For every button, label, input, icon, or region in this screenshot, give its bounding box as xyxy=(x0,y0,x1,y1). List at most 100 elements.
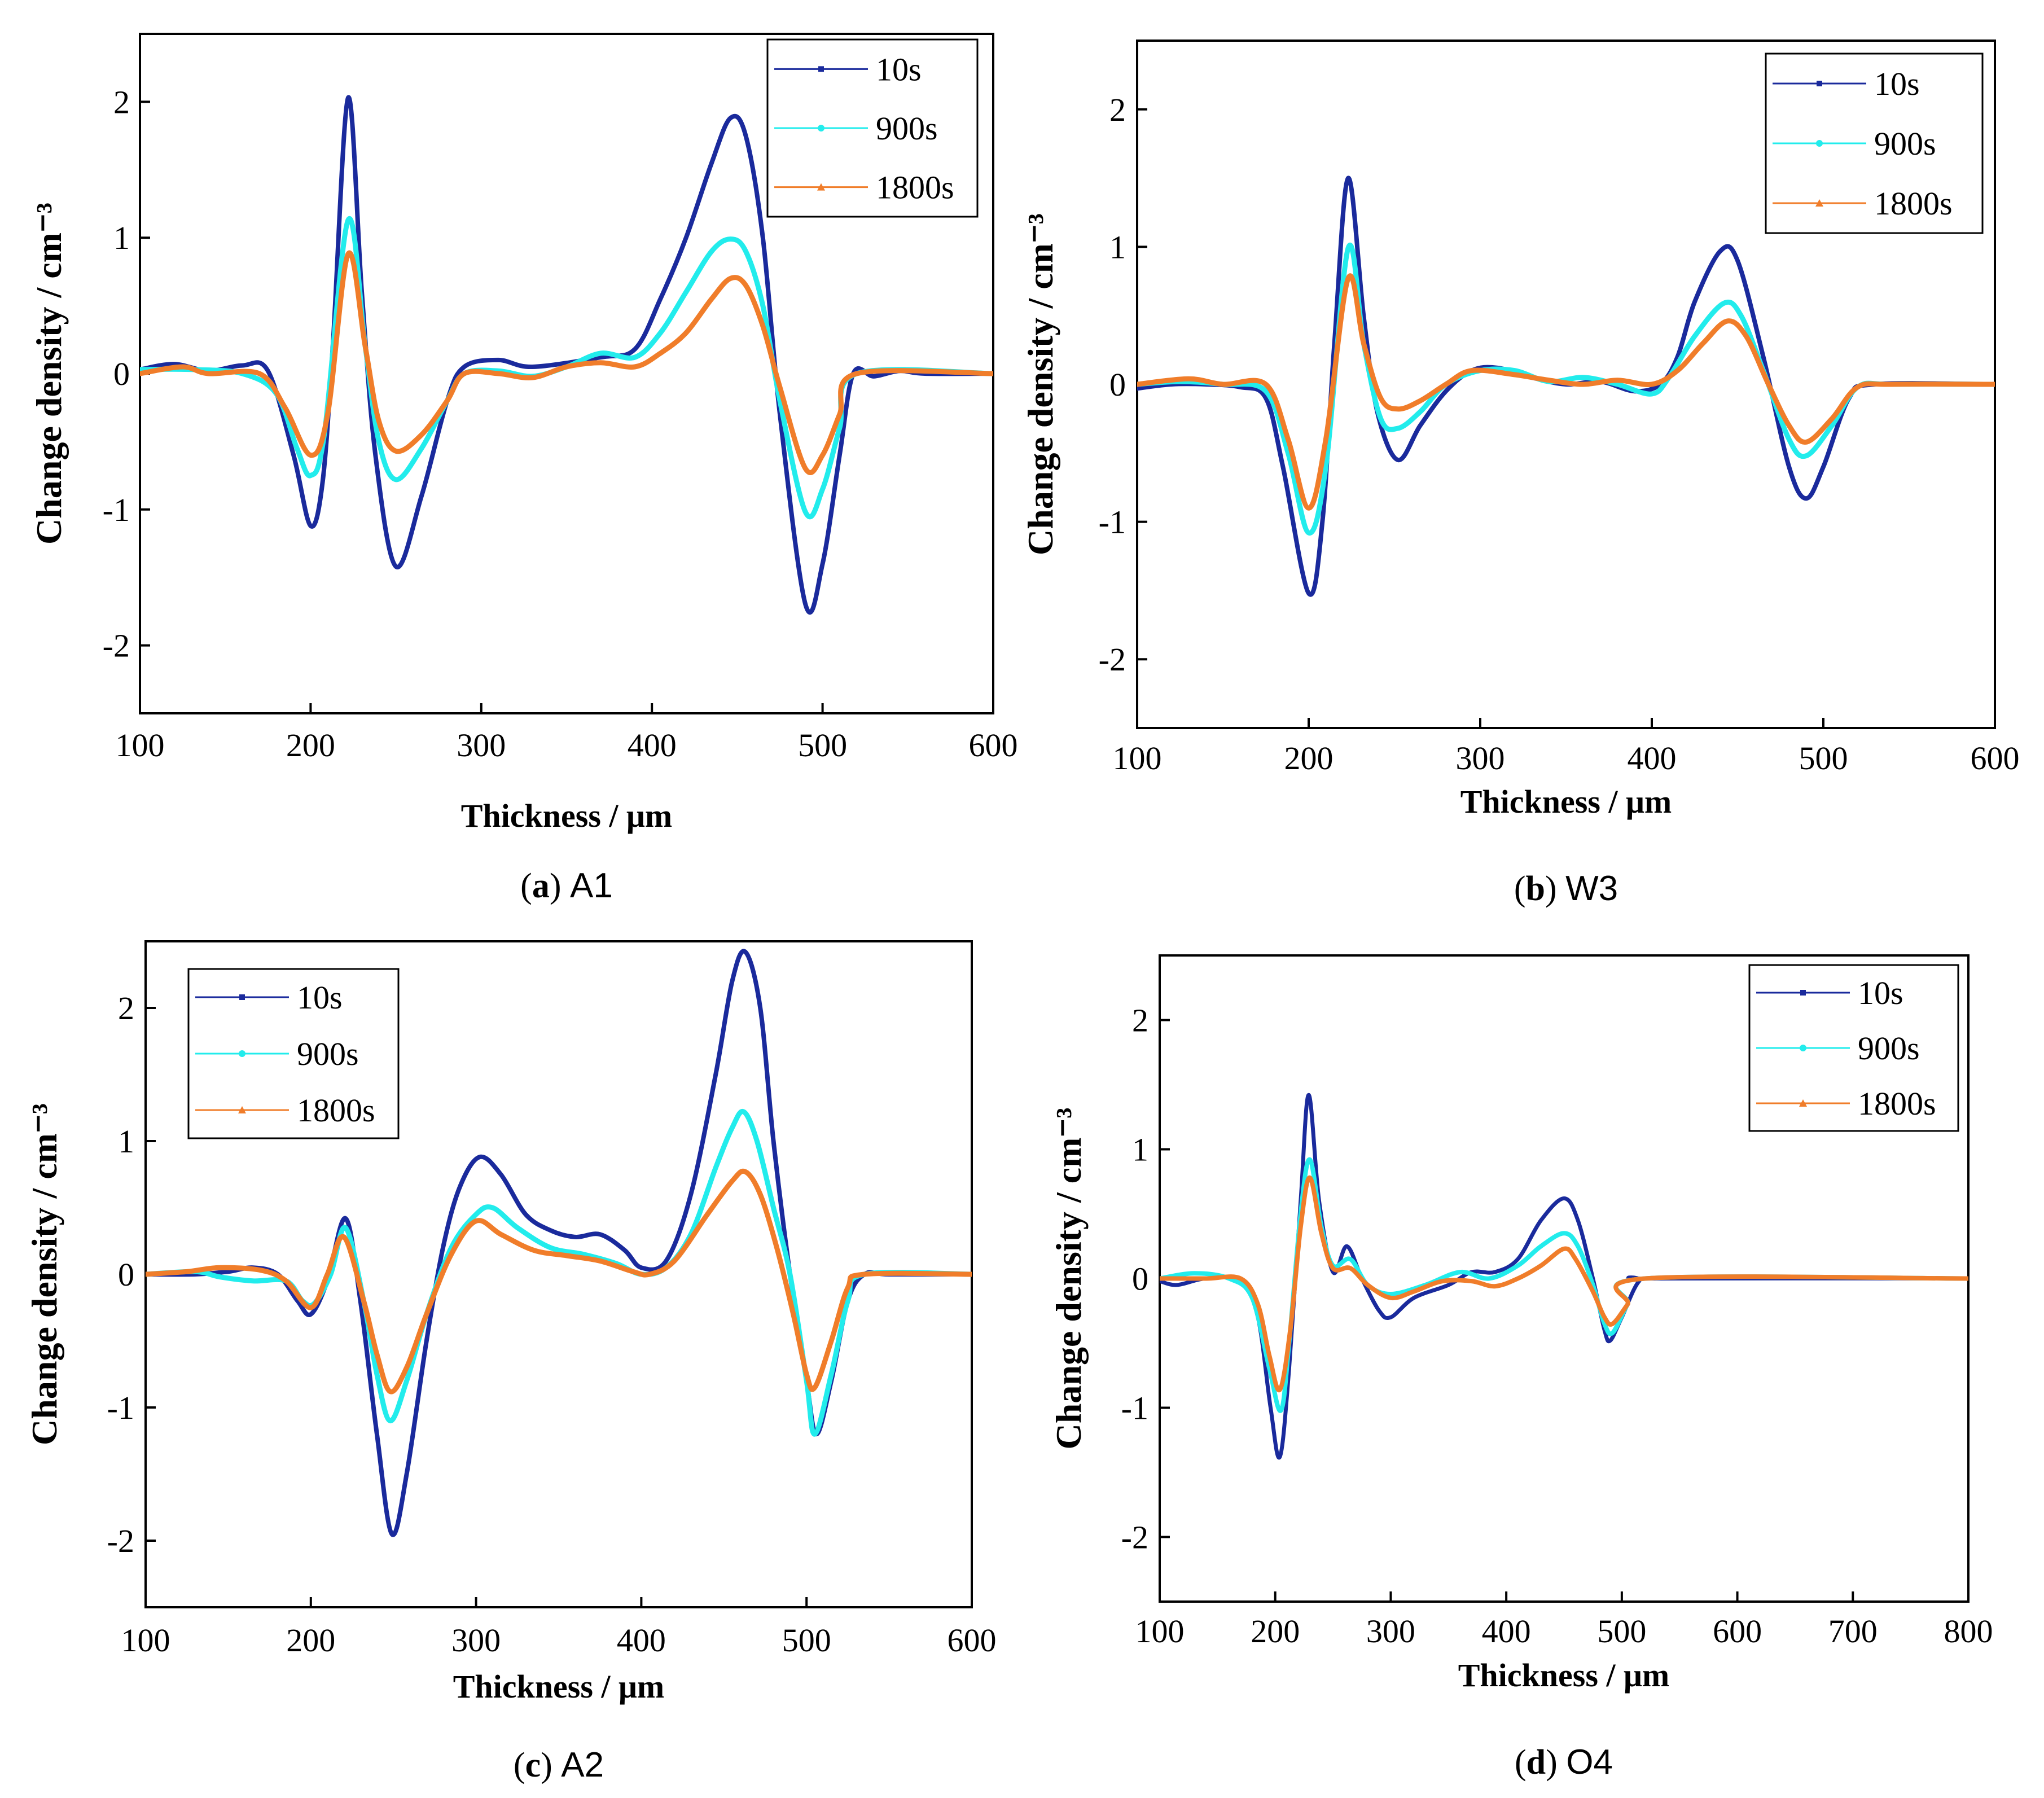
y-tick-label: 2 xyxy=(118,990,134,1027)
x-tick-label: 300 xyxy=(457,727,506,764)
caption-name: A2 xyxy=(561,1746,604,1784)
caption-close-paren: ) xyxy=(550,867,570,905)
x-tick-label: 200 xyxy=(286,1622,335,1659)
x-tick-label: 100 xyxy=(1135,1613,1185,1650)
x-tick-label: 700 xyxy=(1828,1613,1878,1650)
panel-b: 100 200 300 400 500 600 -2 -1 0 1 2 Thickness / μm C… xyxy=(1020,40,2020,908)
y-tick-label: 2 xyxy=(113,84,130,120)
x-tick-label: 200 xyxy=(1251,1613,1300,1650)
y-tick-label: -1 xyxy=(103,492,130,528)
panel-a: 100 200 300 400 500 600 -2 -1 0 1 2 Thickness / μm C… xyxy=(29,33,1018,905)
caption-letter: b xyxy=(1526,870,1545,908)
series-line-900s xyxy=(1137,242,1995,536)
x-tick-label: 200 xyxy=(286,727,335,764)
legend-marker-circle xyxy=(1800,1045,1806,1051)
x-tick-label: 100 xyxy=(116,727,165,764)
caption-name: O4 xyxy=(1566,1743,1613,1782)
y-tick-label: 1 xyxy=(118,1123,134,1160)
x-axis-label: Thickness / μm xyxy=(1460,783,1672,820)
legend-label: 10s xyxy=(876,51,922,87)
x-tick-label: 200 xyxy=(1284,740,1334,777)
series-group xyxy=(1160,1093,1968,1460)
series-line-1800s xyxy=(146,1168,972,1394)
caption-open-paren: ( xyxy=(1514,870,1526,908)
y-axis-label: Change density / cm⁻³ xyxy=(1020,213,1060,555)
x-tick-label: 600 xyxy=(1971,740,2020,777)
x-tick-label: 300 xyxy=(1456,740,1505,777)
legend-marker-circle xyxy=(1816,140,1823,147)
panel-d: 100 200 300 400 500 600 700 800 -2 -1 0 1 2 Thickness… xyxy=(1049,954,1993,1782)
x-tick-label: 500 xyxy=(1799,740,1848,777)
legend-label: 1800s xyxy=(876,169,954,206)
x-axis-label: Thickness / μm xyxy=(453,1668,665,1705)
panel-caption: (d) O4 xyxy=(1515,1743,1613,1782)
y-tick-label: -2 xyxy=(1099,641,1126,678)
legend-marker-square xyxy=(818,66,824,72)
legend: 10s 900s 1800s xyxy=(187,968,400,1139)
x-tick-label: 500 xyxy=(1597,1613,1646,1650)
y-axis-label: Change density / cm⁻³ xyxy=(1049,1108,1089,1450)
legend-label: 10s xyxy=(297,979,343,1016)
x-tick-label: 300 xyxy=(1366,1613,1415,1650)
x-tick-label: 400 xyxy=(628,727,677,764)
y-tick-label: 0 xyxy=(1132,1261,1148,1297)
legend: 10s 900s 1800s xyxy=(766,38,979,218)
legend-label: 10s xyxy=(1858,975,1903,1011)
legend-marker-square xyxy=(1800,990,1806,996)
series-group xyxy=(1137,176,1995,597)
y-tick-label: 1 xyxy=(1132,1132,1148,1168)
caption-close-paren: ) xyxy=(1545,870,1565,908)
series-line-1800s xyxy=(1137,273,1995,511)
legend-label: 900s xyxy=(1874,125,1936,162)
caption-close-paren: ) xyxy=(1546,1743,1566,1782)
caption-open-paren: ( xyxy=(520,867,532,905)
panel-caption: (c) A2 xyxy=(514,1746,604,1784)
y-tick-label: 1 xyxy=(113,220,130,256)
series-group xyxy=(140,95,993,615)
y-axis-label: Change density / cm⁻³ xyxy=(29,203,69,545)
legend: 10s 900s 1800s xyxy=(1748,964,1959,1132)
caption-name: A1 xyxy=(570,866,613,905)
caption-name: W3 xyxy=(1565,869,1618,908)
y-tick-label: -2 xyxy=(107,1523,134,1559)
x-tick-label: 500 xyxy=(798,727,847,764)
y-tick-label: 0 xyxy=(113,356,130,392)
caption-open-paren: ( xyxy=(514,1746,525,1784)
caption-open-paren: ( xyxy=(1515,1743,1527,1782)
legend-marker-triangle xyxy=(1815,199,1823,207)
x-tick-label: 400 xyxy=(1628,740,1677,777)
y-tick-label: -2 xyxy=(1121,1519,1148,1556)
legend-label: 1800s xyxy=(1874,185,1953,222)
panel-c: 100 200 300 400 500 600 -2 -1 0 1 2 Thickness / μm C… xyxy=(24,940,997,1784)
legend-marker-circle xyxy=(818,125,824,131)
caption-letter: c xyxy=(525,1746,541,1784)
x-tick-label: 300 xyxy=(451,1622,501,1659)
y-tick-label: -1 xyxy=(1099,504,1126,541)
legend-label: 1800s xyxy=(1858,1085,1936,1122)
legend-label: 900s xyxy=(876,110,938,147)
y-tick-label: 2 xyxy=(1132,1002,1148,1039)
x-axis-label: Thickness / μm xyxy=(1458,1657,1670,1694)
x-tick-label: 600 xyxy=(969,727,1018,764)
x-tick-label: 600 xyxy=(1713,1613,1762,1650)
x-tick-label: 100 xyxy=(121,1622,170,1659)
y-tick-label: 0 xyxy=(1109,366,1126,403)
legend-label: 1800s xyxy=(297,1092,375,1129)
legend-marker-triangle xyxy=(1799,1099,1807,1107)
legend-marker-triangle xyxy=(817,183,825,191)
legend-label: 900s xyxy=(1858,1030,1920,1067)
y-tick-label: -1 xyxy=(107,1389,134,1426)
legend: 10s 900s 1800s xyxy=(1765,52,1984,234)
x-tick-label: 800 xyxy=(1944,1613,1993,1650)
x-axis-label: Thickness / μm xyxy=(461,797,673,834)
x-tick-label: 500 xyxy=(782,1622,831,1659)
panel-caption: (b) W3 xyxy=(1514,869,1618,908)
y-tick-label: -1 xyxy=(1121,1390,1148,1427)
x-tick-label: 600 xyxy=(948,1622,997,1659)
panel-caption: (a) A1 xyxy=(520,866,613,905)
series-line-10s xyxy=(140,95,993,615)
legend-marker-square xyxy=(1817,81,1822,86)
y-tick-label: 1 xyxy=(1109,229,1126,265)
x-tick-label: 400 xyxy=(1482,1613,1531,1650)
